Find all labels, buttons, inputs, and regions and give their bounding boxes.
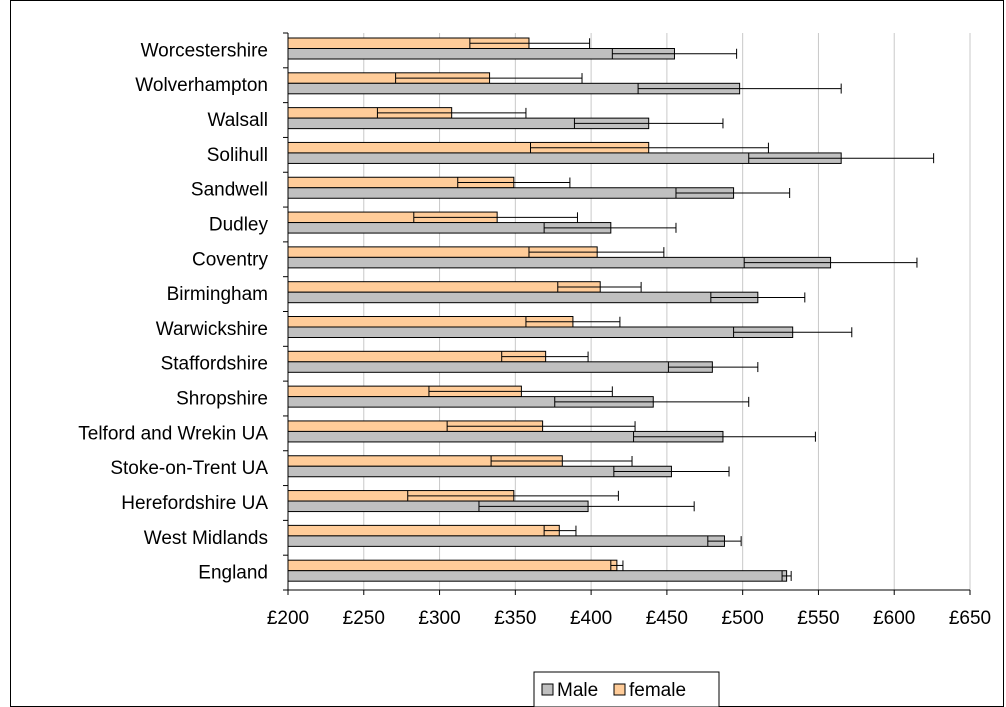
bar-female [287, 281, 601, 293]
x-tick-label: £250 [343, 608, 385, 629]
category-label: Wolverhampton [135, 75, 268, 96]
legend-swatch-male [541, 683, 554, 696]
category-label: Stoke-on-Trent UA [110, 458, 268, 479]
category-label: Staffordshire [161, 354, 268, 375]
x-tick-label: £500 [722, 608, 764, 629]
category-label: Coventry [192, 249, 269, 270]
bar-male [287, 570, 788, 582]
category-label: Warwickshire [156, 319, 268, 340]
bar-female [287, 524, 560, 537]
bar-male [287, 187, 735, 199]
legend-label-male: Male [557, 680, 598, 701]
category-label: Dudley [209, 214, 269, 235]
x-tick-label: £200 [267, 608, 309, 629]
category-label: Shropshire [176, 389, 268, 410]
category-label: Sandwell [191, 180, 268, 201]
category-label: Walsall [207, 110, 268, 131]
category-label: Worcestershire [141, 40, 268, 61]
category-label: Telford and Wrekin UA [78, 423, 268, 444]
category-label: Birmingham [167, 284, 268, 305]
bar-male [287, 326, 794, 338]
x-tick-label: £550 [797, 608, 839, 629]
category-label: Solihull [207, 145, 268, 166]
x-tick-label: £350 [494, 608, 536, 629]
legend-swatch-female [613, 683, 626, 696]
x-tick-label: £400 [570, 608, 612, 629]
x-tick-label: £600 [873, 608, 915, 629]
category-label: Herefordshire UA [121, 493, 268, 514]
bar-male [287, 291, 759, 304]
x-tick-label: £450 [646, 608, 688, 629]
bar-male [287, 535, 725, 547]
legend-box [533, 671, 720, 707]
x-tick-label: £650 [949, 608, 991, 629]
category-label: West Midlands [144, 528, 268, 549]
bar-female [287, 559, 618, 572]
category-label: England [198, 563, 268, 584]
x-tick-label: £300 [418, 608, 460, 629]
bar-male [287, 361, 713, 373]
legend-label-female: female [629, 680, 686, 701]
